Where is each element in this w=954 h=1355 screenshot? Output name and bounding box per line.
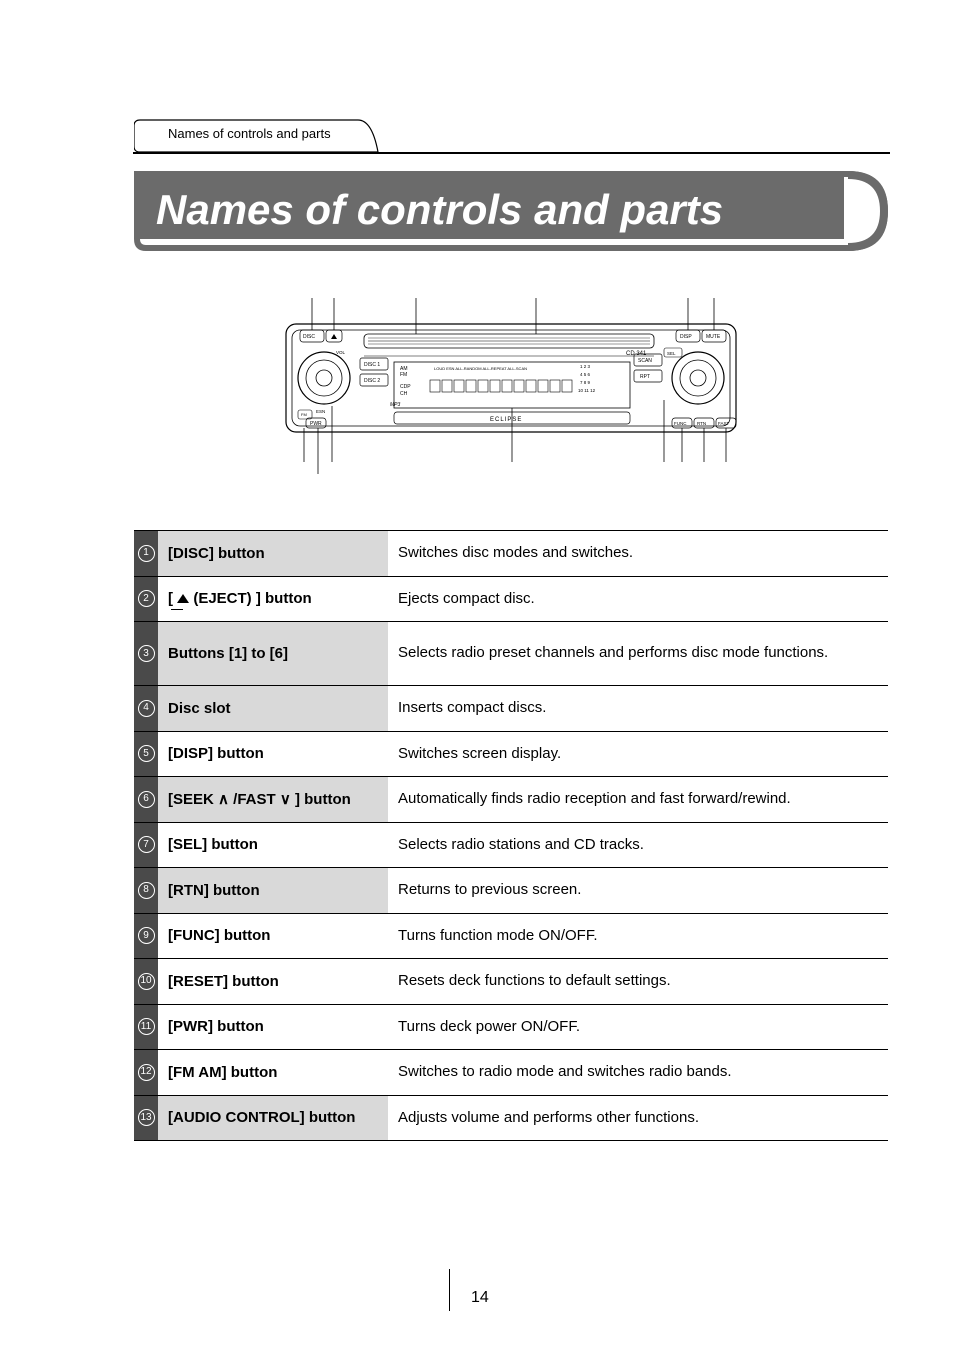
row-number: 1 — [138, 545, 155, 562]
page-number: 14 — [471, 1289, 489, 1307]
row-number-cell: 7 — [134, 823, 158, 868]
control-name: [SEL] button — [158, 823, 388, 868]
table-row: 11[PWR] buttonTurns deck power ON/OFF. — [134, 1005, 888, 1051]
row-number: 13 — [138, 1109, 155, 1126]
row-number: 3 — [138, 645, 155, 662]
page: Names of controls and parts Names of con… — [0, 0, 954, 1355]
row-number-cell: 12 — [134, 1050, 158, 1095]
table-row: 1[DISC] buttonSwitches disc modes and sw… — [134, 530, 888, 577]
svg-text:SEL: SEL — [667, 351, 676, 356]
svg-text:MUTE: MUTE — [706, 334, 721, 340]
row-number-cell: 9 — [134, 914, 158, 959]
control-name: [DISC] button — [158, 531, 388, 576]
row-number: 2 — [138, 590, 155, 607]
row-number-cell: 4 — [134, 686, 158, 731]
control-description: Automatically finds radio reception and … — [388, 777, 888, 822]
row-number: 7 — [138, 836, 155, 853]
control-description: Turns deck power ON/OFF. — [388, 1005, 888, 1050]
control-description: Inserts compact discs. — [388, 686, 888, 731]
control-name: [FM AM] button — [158, 1050, 388, 1095]
svg-text:FAST: FAST — [718, 421, 730, 426]
control-description: Switches to radio mode and switches radi… — [388, 1050, 888, 1095]
svg-text:MP3: MP3 — [390, 402, 401, 408]
control-name: Buttons [1] to [6] — [158, 622, 388, 685]
table-row: 9[FUNC] buttonTurns function mode ON/OFF… — [134, 914, 888, 960]
table-row: 2[ (EJECT) ] buttonEjects compact disc. — [134, 577, 888, 623]
row-number-cell: 6 — [134, 777, 158, 822]
svg-text:ECLIPSE: ECLIPSE — [490, 417, 522, 423]
control-description: Switches screen display. — [388, 732, 888, 777]
svg-text:ESN: ESN — [316, 409, 325, 414]
control-name: [ (EJECT) ] button — [158, 577, 388, 622]
table-row: 7[SEL] buttonSelects radio stations and … — [134, 823, 888, 869]
svg-text:DISC: DISC — [303, 334, 315, 340]
control-description: Adjusts volume and performs other functi… — [388, 1096, 888, 1141]
svg-text:7 8 9: 7 8 9 — [580, 380, 591, 385]
control-description: Returns to previous screen. — [388, 868, 888, 913]
svg-text:DISP: DISP — [680, 334, 692, 340]
control-name: [DISP] button — [158, 732, 388, 777]
control-description: Selects radio preset channels and perfor… — [388, 622, 888, 685]
svg-text:DISC 2: DISC 2 — [364, 378, 380, 384]
svg-text:1 2 3: 1 2 3 — [580, 364, 591, 369]
control-description: Ejects compact disc. — [388, 577, 888, 622]
row-number: 10 — [138, 973, 155, 990]
table-row: 5[DISP] buttonSwitches screen display. — [134, 732, 888, 778]
breadcrumb-text: Names of controls and parts — [168, 126, 331, 141]
row-number: 4 — [138, 700, 155, 717]
control-description: Resets deck functions to default setting… — [388, 959, 888, 1004]
row-number-cell: 11 — [134, 1005, 158, 1050]
table-row: 10[RESET] buttonResets deck functions to… — [134, 959, 888, 1005]
control-name: Disc slot — [158, 686, 388, 731]
control-name: [PWR] button — [158, 1005, 388, 1050]
control-description: Turns function mode ON/OFF. — [388, 914, 888, 959]
page-number-rule — [449, 1269, 450, 1311]
table-row: 3Buttons [1] to [6]Selects radio preset … — [134, 622, 888, 686]
svg-text:4 5 6: 4 5 6 — [580, 372, 591, 377]
table-row: 12[FM AM] buttonSwitches to radio mode a… — [134, 1050, 888, 1096]
row-number: 11 — [138, 1018, 155, 1035]
row-number: 12 — [138, 1064, 155, 1081]
header-rule — [133, 152, 890, 154]
control-name: [FUNC] button — [158, 914, 388, 959]
row-number: 9 — [138, 927, 155, 944]
svg-text:DISC 1: DISC 1 — [364, 362, 380, 368]
svg-text:FM: FM — [400, 372, 407, 378]
control-name: [RESET] button — [158, 959, 388, 1004]
control-description: Switches disc modes and switches. — [388, 531, 888, 576]
svg-text:SCAN: SCAN — [638, 358, 652, 364]
svg-text:CDP: CDP — [400, 384, 411, 390]
table-row: 6[SEEK ∧ /FAST ∨ ] buttonAutomatically f… — [134, 777, 888, 823]
table-row: 4Disc slotInserts compact discs. — [134, 686, 888, 732]
table-row: 8[RTN] buttonReturns to previous screen. — [134, 868, 888, 914]
control-name: [AUDIO CONTROL] button — [158, 1096, 388, 1141]
table-row: 13[AUDIO CONTROL] buttonAdjusts volume a… — [134, 1096, 888, 1142]
row-number: 8 — [138, 882, 155, 899]
svg-text:VOL: VOL — [336, 350, 346, 355]
row-number-cell: 8 — [134, 868, 158, 913]
control-name: [RTN] button — [158, 868, 388, 913]
row-number-cell: 3 — [134, 622, 158, 685]
controls-table: 1[DISC] buttonSwitches disc modes and sw… — [134, 530, 888, 1141]
page-title: Names of controls and parts — [156, 186, 723, 234]
row-number: 5 — [138, 745, 155, 762]
svg-text:10 11 12: 10 11 12 — [578, 388, 596, 393]
control-description: Selects radio stations and CD tracks. — [388, 823, 888, 868]
row-number-cell: 13 — [134, 1096, 158, 1141]
svg-text:FUNC: FUNC — [674, 421, 687, 426]
row-number-cell: 2 — [134, 577, 158, 622]
control-name: [SEEK ∧ /FAST ∨ ] button — [158, 777, 388, 822]
row-number-cell: 5 — [134, 732, 158, 777]
row-number-cell: 10 — [134, 959, 158, 1004]
device-illustration: CD 341 AM FM CDP CH LOUD ESN ALL-RANDOM … — [276, 298, 746, 474]
svg-text:LOUD ESN ALL-RANDOM ALL-REPE: LOUD ESN ALL-RANDOM ALL-REPEAT ALL-SCAN — [434, 366, 527, 371]
svg-text:RPT: RPT — [640, 374, 650, 380]
svg-text:RTN: RTN — [697, 421, 706, 426]
row-number: 6 — [138, 791, 155, 808]
svg-text:FM: FM — [301, 412, 307, 417]
svg-text:CH: CH — [400, 391, 408, 397]
row-number-cell: 1 — [134, 531, 158, 576]
svg-text:PWR: PWR — [310, 421, 322, 427]
